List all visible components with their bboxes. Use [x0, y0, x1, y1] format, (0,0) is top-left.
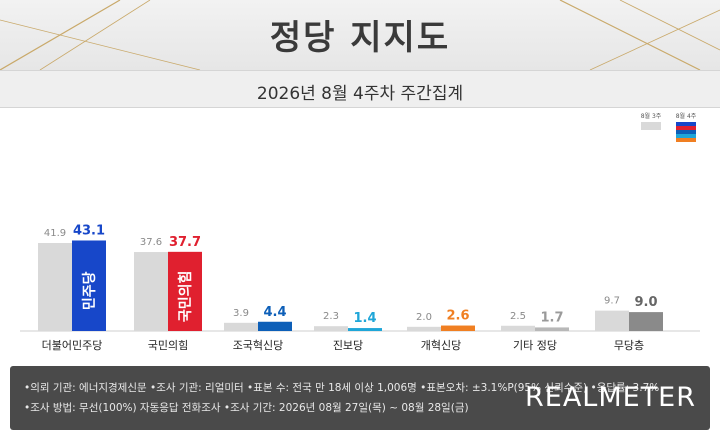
data-label-prev: 41.9: [44, 228, 66, 239]
legend-swatch-curr: [676, 122, 696, 126]
bar-prev: [38, 243, 72, 331]
page-subtitle: 2026년 8월 4주차 주간집계: [256, 84, 464, 104]
legend-swatch-curr: [676, 138, 696, 142]
category-label: 개혁신당: [421, 339, 461, 352]
category-label: 더불어민주당: [42, 339, 103, 352]
realmeter-logo: REALMETER: [525, 382, 696, 413]
bar-curr: [348, 328, 382, 331]
data-label-curr: 4.4: [263, 305, 286, 320]
bar-curr: [72, 240, 106, 331]
data-label-curr: 2.6: [446, 309, 469, 324]
bar-curr: [258, 321, 292, 331]
decorative-gold-lines: [0, 0, 720, 70]
legend-label-curr: 8월 4주: [676, 112, 697, 120]
bar-curr: [629, 312, 663, 331]
page-title: 정당 지지도: [269, 18, 451, 58]
footer-info: •의뢰 기관: 에너지경제신문 •조사 기관: 리얼미터 •표본 수: 전국 만…: [10, 366, 710, 430]
legend-swatch-curr: [676, 126, 696, 130]
bar-curr: [441, 325, 475, 331]
data-label-prev: 2.5: [510, 311, 526, 322]
data-label-curr: 1.4: [353, 311, 376, 326]
bar-prev: [224, 322, 258, 331]
data-label-curr: 43.1: [73, 223, 105, 238]
legend-swatch-curr: [676, 130, 696, 134]
category-label: 진보당: [333, 339, 363, 352]
bar-prev: [595, 310, 629, 331]
data-label-prev: 2.3: [323, 311, 339, 322]
subtitle-bar: 2026년 8월 4주차 주간집계: [0, 70, 720, 108]
bar-party-logo: 국민의힘: [177, 271, 194, 323]
bar-party-logo: 민주당: [81, 271, 98, 310]
bar-curr: [535, 327, 569, 331]
legend-swatch-prev: [641, 122, 661, 130]
data-label-curr: 37.7: [169, 235, 201, 250]
bar-prev: [407, 326, 441, 331]
bar-prev: [501, 325, 535, 331]
category-label: 조국혁신당: [233, 339, 284, 352]
category-label: 국민의힘: [148, 339, 188, 352]
data-label-prev: 9.7: [604, 296, 620, 307]
bar-curr: [168, 251, 202, 331]
category-label: 기타 정당: [513, 339, 557, 352]
data-label-prev: 2.0: [416, 312, 432, 323]
footer-line-1: •의뢰 기관: 에너지경제신문 •조사 기관: 리얼미터 •표본 수: 전국 만…: [24, 382, 660, 394]
legend-swatch-curr: [676, 134, 696, 138]
data-label-curr: 1.7: [540, 310, 563, 325]
legend-label-prev: 8월 3주: [641, 112, 662, 120]
data-label-prev: 3.9: [233, 308, 249, 319]
footer-line-2: •조사 방법: 무선(100%) 자동응답 전화조사 •조사 기간: 2026년…: [24, 402, 469, 414]
bar-prev: [314, 326, 348, 331]
category-label: 무당층: [614, 339, 644, 352]
data-label-curr: 9.0: [634, 295, 657, 310]
bar-prev: [134, 252, 168, 331]
data-label-prev: 37.6: [140, 237, 162, 248]
header-banner: 정당 지지도: [0, 0, 720, 70]
